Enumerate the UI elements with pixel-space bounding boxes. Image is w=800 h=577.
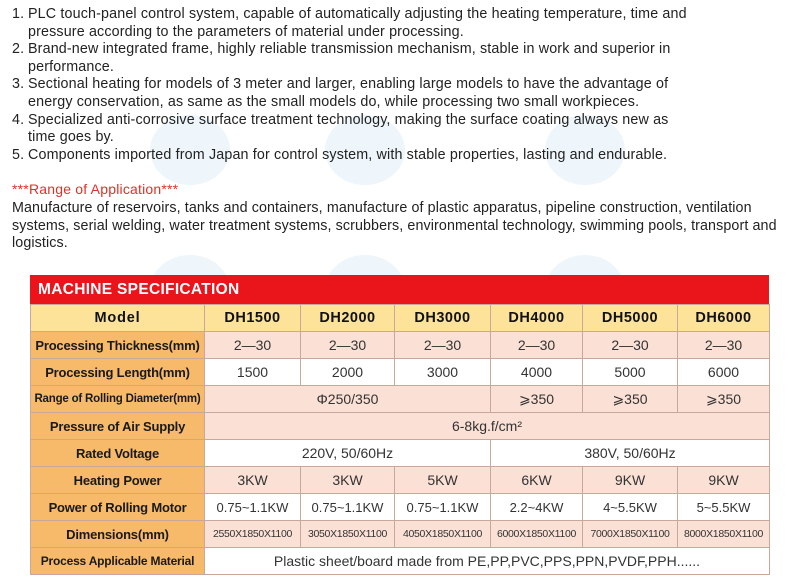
feature-item: 4. Specialized anti-corrosive surface tre…: [12, 111, 669, 146]
feature-item: 2. Brand-new integrated frame, highly rel…: [12, 41, 671, 75]
table-cell: 220V, 50/60Hz: [204, 439, 491, 467]
table-cell: 0.75~1.1KW: [300, 493, 395, 521]
table-cell: 6000X1850X1100: [490, 520, 583, 548]
table-cell: 5~5.5KW: [677, 493, 770, 521]
table-cell: 7000X1850X1100: [582, 520, 678, 548]
table-row-voltage: Rated Voltage 220V, 50/60Hz 380V, 50/60H…: [30, 439, 770, 467]
table-cell: 2—30: [204, 331, 301, 359]
table-cell: 9KW: [582, 466, 678, 494]
table-cell: 2—30: [394, 331, 491, 359]
row-label: Heating Power: [30, 466, 205, 494]
table-row-rolling-diameter: Range of Rolling Diameter(mm) Φ250/350 ⩾…: [30, 385, 770, 413]
table-cell: 4~5.5KW: [582, 493, 678, 521]
table-cell: ⩾350: [490, 385, 583, 413]
table-cell: ⩾350: [582, 385, 678, 413]
table-cell: 1500: [204, 358, 301, 386]
spec-grid: Model DH1500 DH2000 DH3000 DH4000 DH5000…: [30, 304, 770, 575]
model-cell: DH4000: [490, 304, 583, 332]
model-cell: DH2000: [300, 304, 395, 332]
table-row-thickness: Processing Thickness(mm) 2—30 2—30 2—30 …: [30, 331, 770, 359]
row-label: Processing Length(mm): [30, 358, 205, 386]
model-cell: DH6000: [677, 304, 770, 332]
table-cell: 6-8kg.f/cm²: [204, 412, 770, 440]
table-cell: 5000: [582, 358, 678, 386]
application-title: ***Range of Application***: [12, 181, 179, 197]
table-cell: Φ250/350: [204, 385, 491, 413]
table-cell: 3KW: [300, 466, 395, 494]
row-label: Pressure of Air Supply: [30, 412, 205, 440]
table-cell: 2550X1850X1100: [204, 520, 301, 548]
table-cell: 0.75~1.1KW: [394, 493, 491, 521]
table-row-dimensions: Dimensions(mm) 2550X1850X1100 3050X1850X…: [30, 520, 770, 548]
model-cell: DH1500: [204, 304, 301, 332]
application-text: Manufacture of reservoirs, tanks and con…: [12, 200, 777, 252]
feature-item: 5. Components imported from Japan for con…: [12, 146, 668, 163]
row-label: Dimensions(mm): [30, 520, 205, 548]
feature-item: 1. PLC touch-panel control system, capabl…: [12, 6, 687, 40]
table-cell: 3KW: [204, 466, 301, 494]
table-cell: 2.2~4KW: [490, 493, 583, 521]
table-cell: 6000: [677, 358, 770, 386]
table-row-model: Model DH1500 DH2000 DH3000 DH4000 DH5000…: [30, 304, 770, 332]
row-label: Range of Rolling Diameter(mm): [30, 385, 205, 413]
table-row-heating: Heating Power 3KW 3KW 5KW 6KW 9KW 9KW: [30, 466, 770, 494]
table-cell: 2—30: [300, 331, 395, 359]
table-cell: 2—30: [677, 331, 770, 359]
table-row-air-supply: Pressure of Air Supply 6-8kg.f/cm²: [30, 412, 770, 440]
row-label: Process Applicable Material: [30, 547, 205, 575]
feature-item: 3. Sectional heating for models of 3 mete…: [12, 76, 669, 110]
table-cell: 5KW: [394, 466, 491, 494]
spec-heading: MACHINE SPECIFICATION: [30, 275, 769, 304]
feature-list: 1. PLC touch-panel control system, capabl…: [12, 6, 792, 164]
table-cell: Plastic sheet/board made from PE,PP,PVC,…: [204, 547, 770, 575]
table-cell: 380V, 50/60Hz: [490, 439, 770, 467]
table-row-material: Process Applicable Material Plastic shee…: [30, 547, 770, 575]
model-cell: DH3000: [394, 304, 491, 332]
row-label: Processing Thickness(mm): [30, 331, 205, 359]
model-cell: DH5000: [582, 304, 678, 332]
table-cell: 2—30: [490, 331, 583, 359]
table-cell: 3000: [394, 358, 491, 386]
table-cell: 8000X1850X1100: [677, 520, 770, 548]
table-cell: ⩾350: [677, 385, 770, 413]
table-row-rolling-motor: Power of Rolling Motor 0.75~1.1KW 0.75~1…: [30, 493, 770, 521]
table-cell: 0.75~1.1KW: [204, 493, 301, 521]
table-cell: 2000: [300, 358, 395, 386]
row-label: Rated Voltage: [30, 439, 205, 467]
row-label: Model: [30, 304, 205, 332]
table-cell: 3050X1850X1100: [300, 520, 395, 548]
table-cell: 4050X1850X1100: [394, 520, 491, 548]
table-cell: 2—30: [582, 331, 678, 359]
table-row-length: Processing Length(mm) 1500 2000 3000 400…: [30, 358, 770, 386]
row-label: Power of Rolling Motor: [30, 493, 205, 521]
table-cell: 4000: [490, 358, 583, 386]
table-cell: 6KW: [490, 466, 583, 494]
table-cell: 9KW: [677, 466, 770, 494]
spec-table: MACHINE SPECIFICATION Model DH1500 DH200…: [30, 275, 770, 575]
